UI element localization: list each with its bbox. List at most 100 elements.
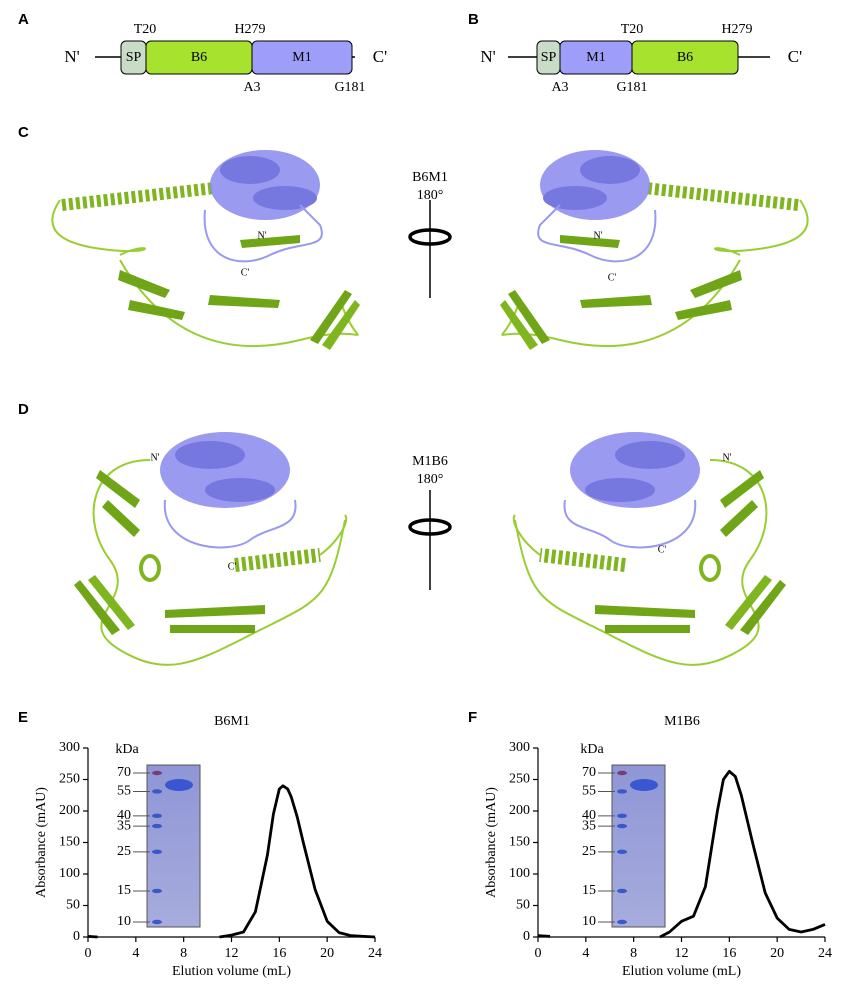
x-tick-label: 12: [225, 946, 239, 961]
rotation-arrow: [408, 228, 452, 246]
panel-label: F: [468, 709, 477, 726]
y-axis-label: Absorbance (mAU): [484, 787, 499, 898]
gel-marker-label: 15: [117, 883, 131, 898]
y-tick-label: 50: [516, 898, 530, 913]
domain-label: M1: [586, 50, 605, 65]
c-term: C': [373, 47, 387, 66]
gel-unit: kDa: [580, 742, 604, 757]
y-tick-label: 200: [59, 803, 80, 818]
c-label: C': [228, 561, 237, 572]
x-tick-label: 0: [85, 946, 92, 961]
y-axis-label: Absorbance (mAU): [34, 787, 49, 898]
elution-curve: [87, 784, 376, 939]
y-tick-label: 0: [73, 929, 80, 944]
residue-label: H279: [721, 22, 752, 37]
gel-marker-band: [617, 770, 627, 776]
gel-marker-band: [617, 823, 627, 829]
elution-curve: [537, 769, 826, 939]
y-tick-label: 100: [509, 866, 530, 881]
structure-d: [512, 432, 786, 666]
structure-title: B6M1: [412, 170, 448, 185]
n-label: N': [722, 452, 731, 463]
x-tick-label: 16: [722, 946, 736, 961]
gel-marker-band: [617, 888, 627, 894]
x-tick-label: 20: [320, 946, 334, 961]
y-tick-label: 300: [59, 740, 80, 755]
gel-marker-label: 10: [582, 914, 596, 929]
structure-c: [500, 150, 809, 350]
gel-marker-label: 10: [117, 914, 131, 929]
rotation-label: 180°: [417, 188, 444, 203]
x-tick-label: 24: [818, 946, 832, 961]
gel-marker-band: [617, 813, 627, 819]
gel-marker-label: 40: [582, 808, 596, 823]
n-label: N': [593, 230, 602, 241]
rotation-arrow: [408, 518, 452, 536]
residue-label: G181: [616, 80, 647, 95]
n-label: N': [257, 230, 266, 241]
domain-label: SP: [541, 50, 557, 65]
panel-label: D: [18, 401, 29, 418]
chart-title: B6M1: [214, 714, 250, 729]
gel-marker-label: 55: [117, 784, 131, 799]
y-tick-label: 100: [59, 866, 80, 881]
gel-marker-label: 35: [582, 818, 596, 833]
gel-marker-label: 40: [117, 808, 131, 823]
y-tick-label: 150: [59, 835, 80, 850]
panel-label: A: [18, 11, 29, 28]
gel-marker-label: 70: [117, 765, 131, 780]
x-tick-label: 24: [368, 946, 382, 961]
gel-marker-label: 25: [117, 844, 131, 859]
gel-marker-band: [152, 823, 162, 829]
x-tick-label: 16: [272, 946, 286, 961]
n-term: N': [64, 47, 79, 66]
gel-marker-band: [617, 919, 627, 925]
x-tick-label: 20: [770, 946, 784, 961]
c-label: C': [658, 544, 667, 555]
domain-label: M1: [292, 50, 311, 65]
n-term: N': [480, 47, 495, 66]
x-axis-label: Elution volume (mL): [172, 964, 291, 979]
domain-label: SP: [126, 50, 142, 65]
gel-marker-label: 15: [582, 883, 596, 898]
structure-d: [74, 432, 348, 666]
rotation-label: 180°: [417, 472, 444, 487]
structure-c: [51, 150, 360, 350]
gel-sample-band: [630, 779, 658, 791]
y-tick-label: 0: [523, 929, 530, 944]
gel-marker-band: [152, 813, 162, 819]
x-tick-label: 4: [582, 946, 589, 961]
gel-marker-band: [152, 770, 162, 776]
gel-unit: kDa: [115, 742, 139, 757]
x-tick-label: 4: [132, 946, 139, 961]
residue-label: G181: [334, 80, 365, 95]
c-label: C': [608, 272, 617, 283]
x-axis-label: Elution volume (mL): [622, 964, 741, 979]
c-label: C': [241, 267, 250, 278]
panel-label: E: [18, 709, 28, 726]
c-term: C': [788, 47, 802, 66]
residue-label: A3: [243, 80, 260, 95]
gel-marker-label: 55: [582, 784, 596, 799]
gel-marker-band: [617, 789, 627, 794]
n-label: N': [150, 452, 159, 463]
y-tick-label: 50: [66, 898, 80, 913]
y-tick-label: 300: [509, 740, 530, 755]
gel-marker-band: [152, 919, 162, 925]
x-tick-label: 8: [180, 946, 187, 961]
panel-label: C: [18, 124, 29, 141]
chart-title: M1B6: [664, 714, 700, 729]
x-tick-label: 12: [675, 946, 689, 961]
domain-label: B6: [191, 50, 207, 65]
residue-label: T20: [621, 22, 644, 37]
y-tick-label: 250: [59, 772, 80, 787]
residue-label: A3: [551, 80, 568, 95]
domain-box: [251, 40, 353, 75]
gel-marker-band: [152, 789, 162, 794]
domain-box: [631, 40, 739, 75]
x-tick-label: 8: [630, 946, 637, 961]
residue-label: T20: [134, 22, 157, 37]
panel-label: B: [468, 11, 479, 28]
residue-label: H279: [234, 22, 265, 37]
